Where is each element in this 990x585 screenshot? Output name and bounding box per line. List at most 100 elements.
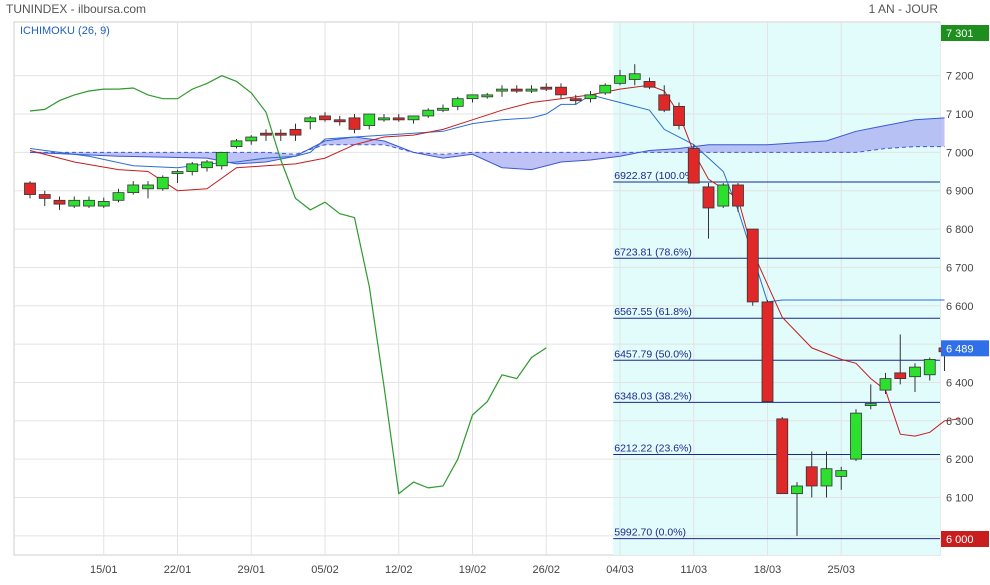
fibonacci-level-label: 6457.79 (50.0%) <box>614 348 692 360</box>
cloud-fill <box>30 117 945 170</box>
x-tick-label: 04/03 <box>606 564 634 576</box>
candle-bearish <box>555 86 567 96</box>
candle-bullish <box>304 117 317 123</box>
candle-bullish <box>83 199 95 207</box>
candle-bearish <box>274 132 287 136</box>
candle-bearish <box>702 186 715 209</box>
x-axis: 15/01 22/01 29/01 05/02 12/02 19/02 26/02 04/03… <box>90 564 855 576</box>
y-tick-label: 6 700 <box>946 262 974 274</box>
fibonacci-level-label: 6567.55 (61.8%) <box>614 306 692 318</box>
candle-bullish <box>835 470 848 477</box>
kijun-sen-line <box>29 94 945 303</box>
candle-bullish <box>201 161 213 169</box>
candle-bearish <box>776 418 789 495</box>
y-tick-label: 6 800 <box>946 224 974 236</box>
x-tick-label: 05/02 <box>311 564 339 576</box>
candle-bullish <box>599 84 612 94</box>
y-tick-label: 6 900 <box>946 186 974 198</box>
candle-bearish <box>569 98 582 102</box>
chikou-span-line <box>29 75 547 495</box>
period-label[interactable]: 1 AN - JOUR <box>869 2 939 16</box>
candle-bullish <box>496 88 508 92</box>
fibonacci-levels: 6922.87 (100.0%) 6723.81 (78.6%) 6567.55 (… <box>613 170 940 540</box>
candle-bullish <box>864 403 877 406</box>
x-tick-label: 26/02 <box>532 564 560 576</box>
y-tick-label: 7 200 <box>946 71 974 83</box>
y-tick-label: 6 100 <box>946 492 974 504</box>
candle-bullish <box>614 75 626 84</box>
candle-bullish <box>363 113 376 126</box>
candle-bearish <box>732 184 744 207</box>
candle-bullish <box>850 412 862 460</box>
high-badge <box>941 25 989 41</box>
candle-bearish <box>319 115 331 121</box>
candle-bearish <box>673 105 685 126</box>
last-price-badge <box>941 340 989 357</box>
candle-bearish <box>260 132 272 136</box>
candle-bearish <box>658 94 671 111</box>
candle-bullish <box>909 366 921 378</box>
candle-bullish <box>466 94 479 100</box>
candle-bullish <box>717 184 730 207</box>
fibonacci-level-label: 6922.87 (100.0%) <box>614 170 697 182</box>
senkou-span-b-line <box>30 144 945 155</box>
indicator-label: ICHIMOKU (26, 9) <box>20 25 110 37</box>
x-tick-label: 19/02 <box>459 564 487 576</box>
candle-bearish <box>333 119 346 123</box>
x-tick-label: 18/03 <box>754 564 782 576</box>
candle-bullish <box>186 163 199 172</box>
fibonacci-level-label: 6348.03 (38.2%) <box>614 390 692 402</box>
candle-bullish <box>628 73 641 80</box>
candle-bearish <box>38 194 51 199</box>
y-tick-label: 6 600 <box>946 301 974 313</box>
candle-bearish <box>643 81 656 88</box>
candle-bullish <box>437 107 449 111</box>
high-badge-label: 7 301 <box>946 28 974 40</box>
candle-bearish <box>348 117 361 130</box>
candle-bullish <box>525 88 538 92</box>
candle-bearish <box>289 128 302 136</box>
candle-bearish <box>392 117 405 121</box>
x-tick-label: 29/01 <box>237 564 265 576</box>
x-tick-label: 12/02 <box>385 564 413 576</box>
candle-bullish <box>127 184 140 194</box>
candle-bullish <box>112 192 125 201</box>
candle-bullish <box>584 94 597 100</box>
candle-bullish <box>481 94 494 98</box>
candle-bearish <box>894 372 907 380</box>
candle-bullish <box>407 115 420 121</box>
low-badge <box>941 531 989 547</box>
chart-title: TUNINDEX - ilboursa.com <box>6 2 146 16</box>
y-tick-label: 7 000 <box>946 147 974 159</box>
candle-bullish <box>422 109 435 117</box>
y-tick-label: 7 100 <box>946 109 974 121</box>
candle-bullish <box>156 176 169 190</box>
x-tick-label: 11/03 <box>680 564 707 576</box>
candle-bullish <box>791 485 803 495</box>
candle-bullish <box>97 201 110 207</box>
candlesticks <box>24 64 966 536</box>
candle-bullish <box>68 199 81 207</box>
y-tick-label: 6 400 <box>946 377 974 389</box>
candle-bullish <box>879 378 892 391</box>
fibonacci-level-label: 6723.81 (78.6%) <box>614 246 692 258</box>
candle-bullish <box>215 151 228 167</box>
candle-bullish <box>171 171 184 174</box>
candle-bearish <box>540 86 553 90</box>
low-badge-label: 6 000 <box>946 534 974 546</box>
y-tick-label: 6 300 <box>946 416 974 428</box>
x-tick-label: 25/03 <box>827 564 855 576</box>
candle-bullish <box>820 468 833 487</box>
last-price-label: 6 489 <box>946 343 974 355</box>
fibonacci-level-label: 6212.22 (23.6%) <box>614 442 692 454</box>
candle-bearish <box>746 228 759 303</box>
candle-bearish <box>805 466 818 487</box>
candle-bullish <box>142 184 154 190</box>
candle-bearish <box>761 301 774 403</box>
candle-bullish <box>451 98 464 107</box>
x-tick-label: 22/01 <box>164 564 192 576</box>
candle-bearish <box>24 182 36 195</box>
candle-bullish <box>378 117 390 121</box>
